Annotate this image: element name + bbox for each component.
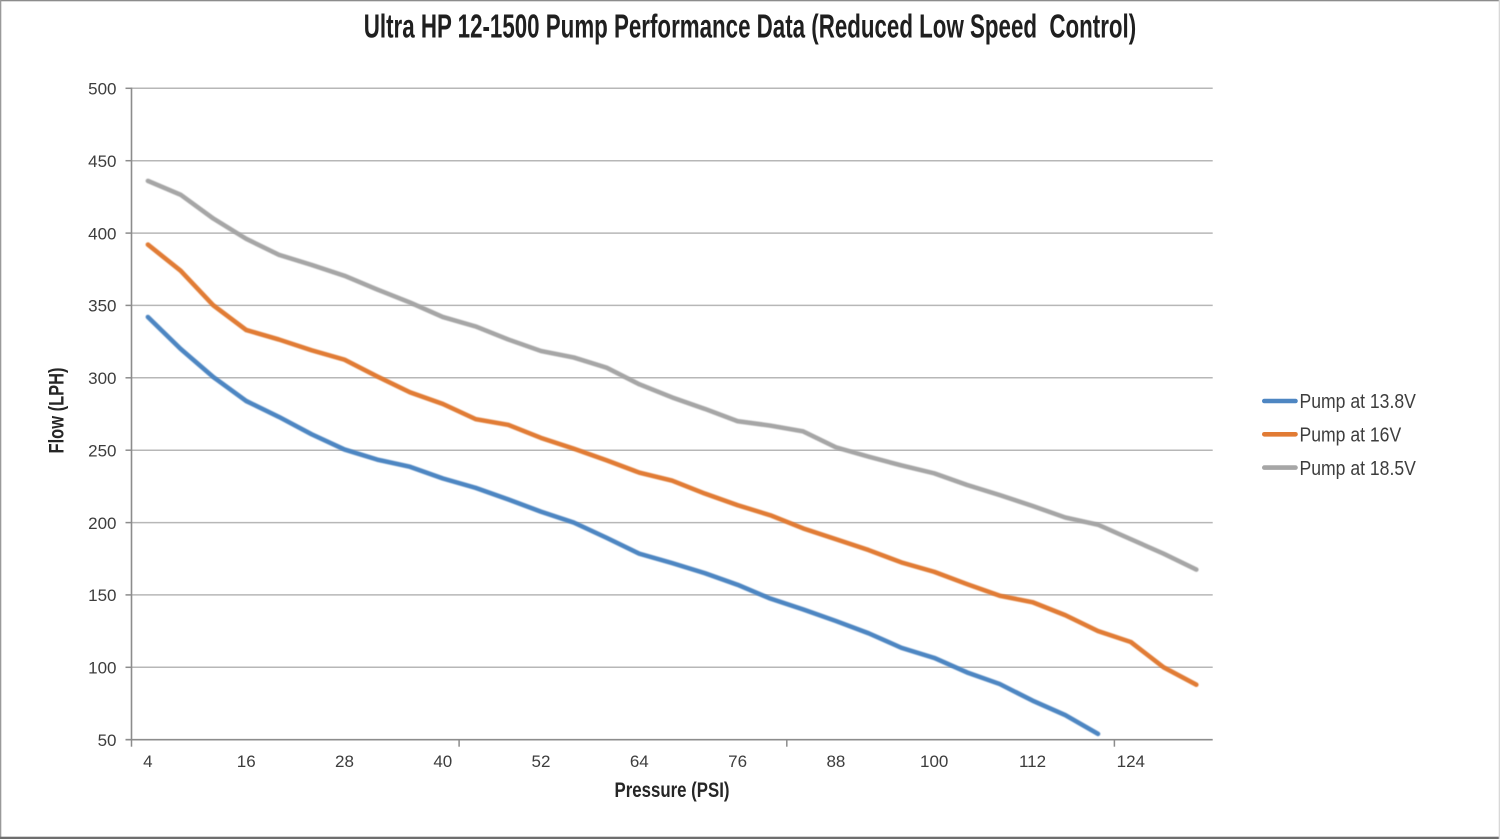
svg-text:350: 350: [88, 297, 116, 316]
svg-text:40: 40: [433, 752, 452, 771]
svg-text:450: 450: [88, 152, 116, 171]
svg-text:88: 88: [826, 752, 845, 771]
svg-text:112: 112: [1019, 752, 1046, 771]
svg-text:76: 76: [728, 752, 747, 771]
svg-text:Pump at 18.5V: Pump at 18.5V: [1300, 457, 1417, 479]
svg-text:50: 50: [98, 731, 117, 750]
svg-text:4: 4: [143, 752, 152, 771]
svg-text:250: 250: [88, 441, 116, 460]
svg-text:28: 28: [335, 752, 354, 771]
svg-text:52: 52: [532, 752, 551, 771]
svg-text:Flow (LPH): Flow (LPH): [45, 368, 68, 454]
svg-text:400: 400: [88, 224, 116, 243]
svg-text:150: 150: [88, 586, 116, 605]
svg-text:100: 100: [920, 752, 948, 771]
svg-text:124: 124: [1117, 752, 1145, 771]
svg-text:Pump at 13.8V: Pump at 13.8V: [1300, 390, 1417, 412]
svg-text:Pressure (PSI): Pressure (PSI): [615, 779, 730, 802]
svg-text:500: 500: [88, 80, 116, 99]
svg-text:100: 100: [88, 659, 116, 678]
svg-text:300: 300: [88, 369, 116, 388]
svg-text:16: 16: [237, 752, 256, 771]
svg-text:Ultra HP 12-1500 Pump Performa: Ultra HP 12-1500 Pump Performance Data (…: [364, 7, 1136, 44]
svg-text:64: 64: [630, 752, 649, 771]
svg-text:Pump at 16V: Pump at 16V: [1300, 423, 1402, 445]
svg-text:200: 200: [88, 514, 116, 533]
